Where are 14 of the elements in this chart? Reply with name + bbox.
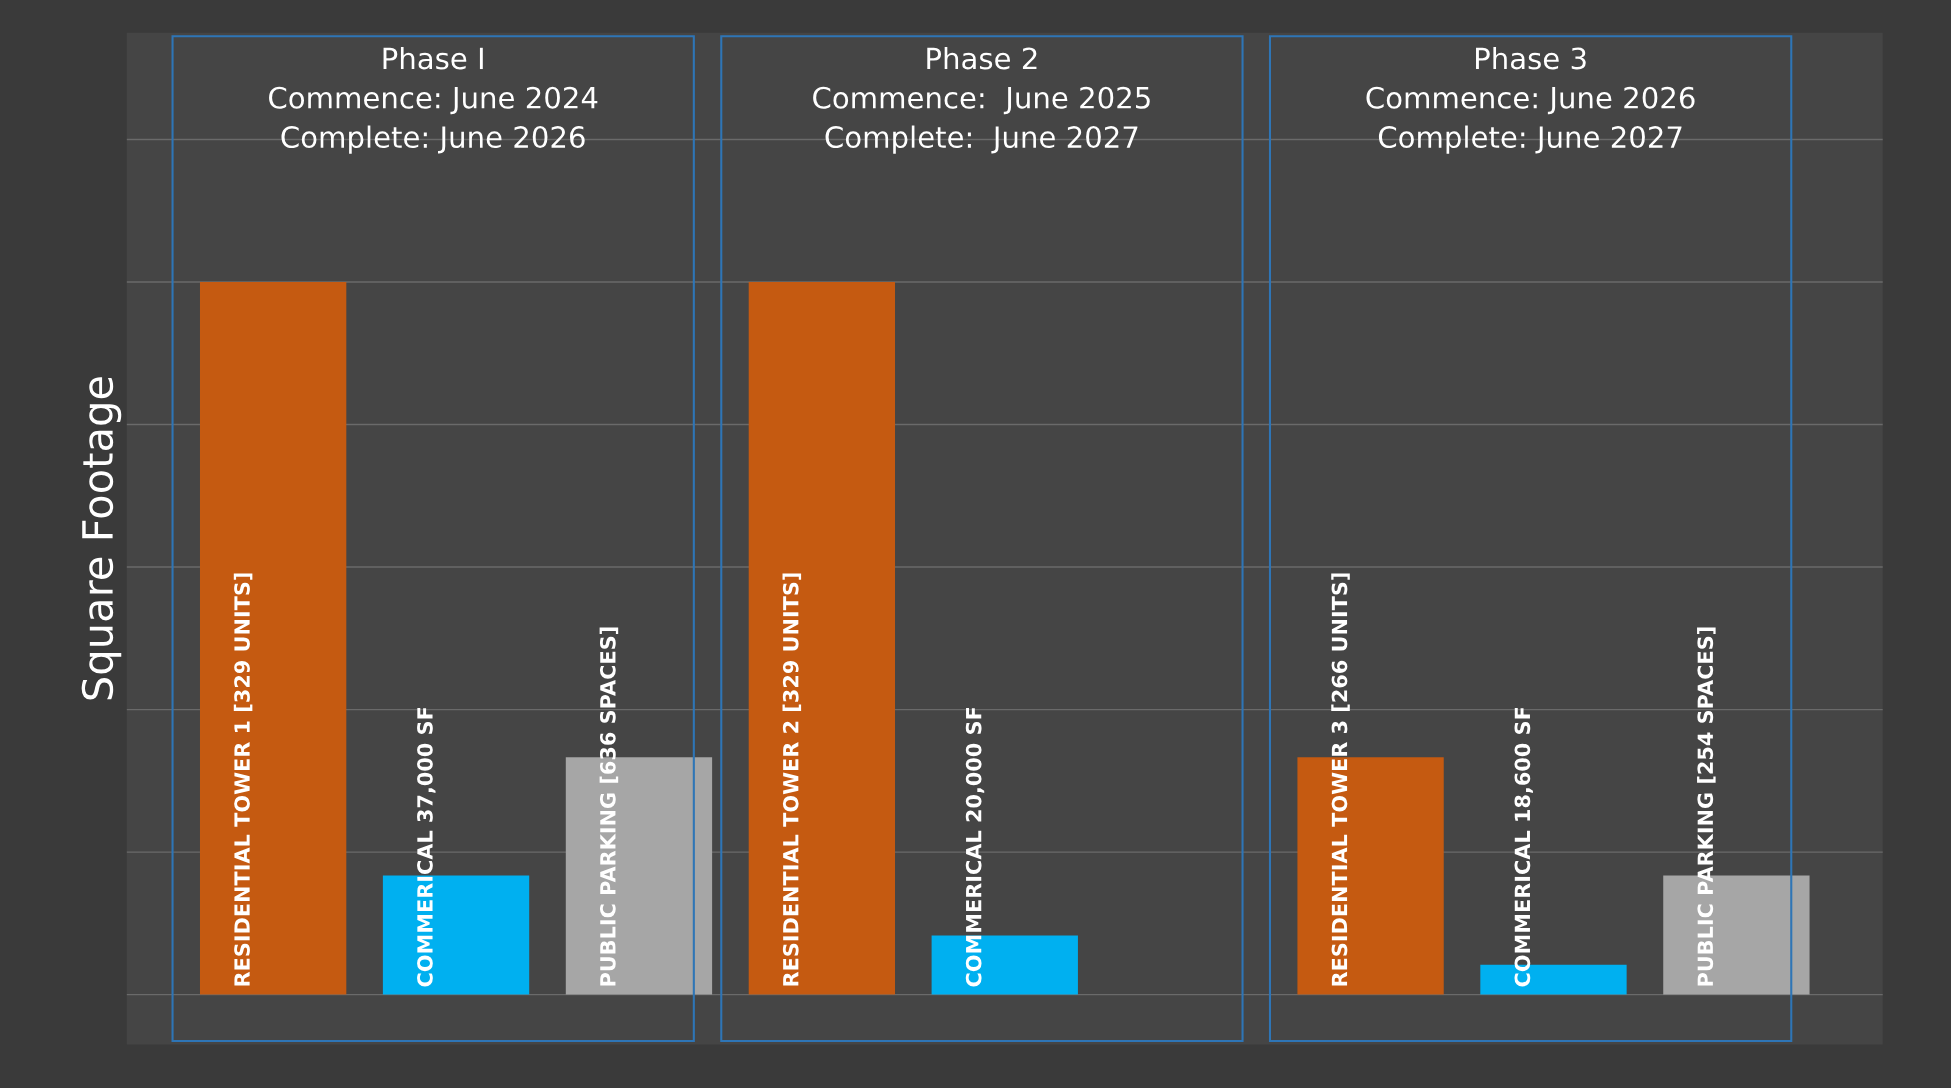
x-tick-label: PUBLIC PARKING [636 SPACES] bbox=[599, 627, 619, 986]
text: Phase I Commence: June 2024 Complete: June 2026 bbox=[269, 46, 598, 154]
bar bbox=[199, 282, 347, 995]
text: Phase 3 Commence: June 2026 Complete: June 2027 bbox=[1366, 46, 1695, 154]
x-tick-label: RESIDENTIAL TOWER 1 [329 UNITS] bbox=[233, 573, 253, 986]
x-tick-label: COMMERICAL 37,000 SF bbox=[417, 707, 436, 987]
bar bbox=[748, 282, 896, 995]
x-tick-label: PUBLIC PARKING [254 SPACES] bbox=[1697, 627, 1716, 986]
x-tick-label: COMMERICAL 18,600 SF bbox=[1514, 707, 1533, 987]
x-tick-label: RESIDENTIAL TOWER 2 [329 UNITS] bbox=[782, 573, 802, 986]
y-axis-title: Square Footage bbox=[81, 377, 122, 700]
x-tick-label: COMMERICAL 20,000 SF bbox=[965, 707, 985, 987]
x-tick-label: RESIDENTIAL TOWER 3 [266 UNITS] bbox=[1331, 573, 1350, 986]
text: Phase 2 Commence: June 2025 Complete: June 2027 bbox=[813, 46, 1150, 154]
